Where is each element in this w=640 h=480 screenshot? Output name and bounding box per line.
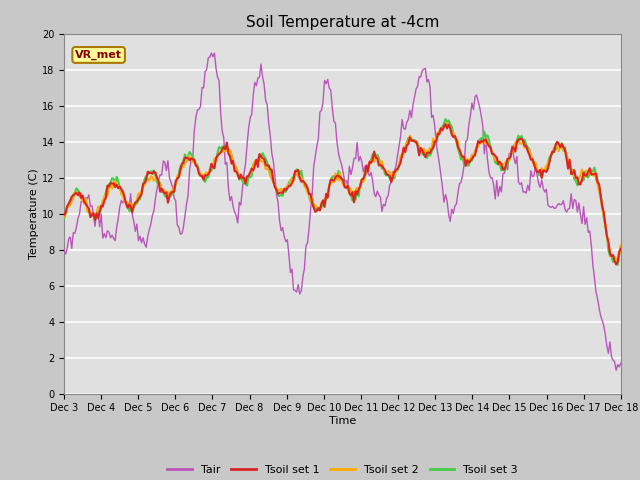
X-axis label: Time: Time xyxy=(329,416,356,426)
Text: VR_met: VR_met xyxy=(75,50,122,60)
Legend: Tair, Tsoil set 1, Tsoil set 2, Tsoil set 3: Tair, Tsoil set 1, Tsoil set 2, Tsoil se… xyxy=(163,460,522,479)
Y-axis label: Temperature (C): Temperature (C) xyxy=(29,168,39,259)
Title: Soil Temperature at -4cm: Soil Temperature at -4cm xyxy=(246,15,439,30)
